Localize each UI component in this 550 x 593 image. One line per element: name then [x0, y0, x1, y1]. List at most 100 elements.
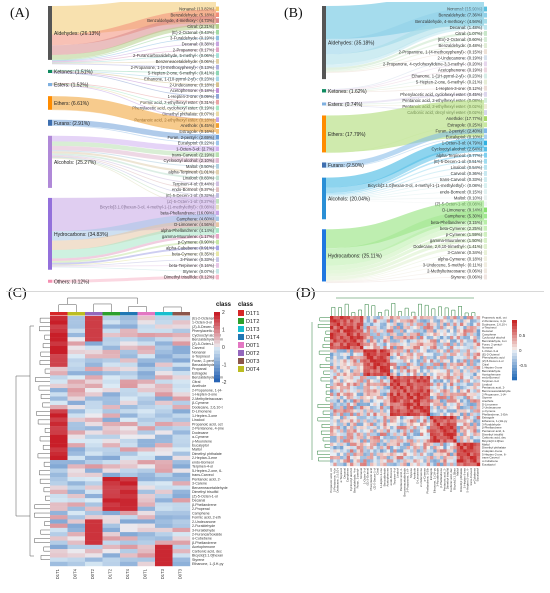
correlation-cell [453, 382, 457, 387]
column-class-bar [67, 312, 85, 316]
correlation-cell [476, 459, 481, 463]
correlation-column-label: 2-Propanone, 1-(4- [406, 468, 410, 492]
correlation-cell [336, 366, 341, 370]
heatmap-cell [120, 485, 138, 490]
sankey-compound-label: Pentanoic acid, 2-ethylhexyl ester: (0.0… [402, 98, 482, 103]
correlation-cell [476, 452, 481, 457]
heatmap-cell [50, 460, 68, 465]
correlation-cell [350, 389, 354, 393]
correlation-cell [450, 409, 454, 413]
heatmap-cell [102, 358, 121, 363]
correlation-cell [350, 446, 354, 450]
correlation-cell [403, 396, 407, 400]
correlation-cell [390, 356, 394, 360]
correlation-cell [403, 382, 407, 387]
sankey-link-estragole-0-25 [325, 124, 485, 154]
correlation-cell [420, 446, 424, 450]
correlation-cell [460, 449, 464, 453]
correlation-cell [370, 392, 374, 397]
correlation-cell [356, 426, 361, 430]
correlation-cell [350, 462, 354, 467]
correlation-cell [403, 452, 407, 457]
heatmap-cell [85, 404, 103, 410]
correlation-cell [396, 459, 401, 463]
heatmap-cell [172, 527, 191, 533]
correlation-cell [470, 442, 474, 447]
correlation-cell [426, 432, 431, 437]
correlation-cell [476, 346, 481, 350]
correlation-cell [390, 446, 394, 450]
correlation-cell [400, 422, 404, 427]
correlation-cell [456, 369, 461, 373]
correlation-row-label: Ethanone, 1-(1H-py [482, 419, 508, 423]
correlation-cell [360, 349, 364, 353]
heatmap-cell [155, 498, 173, 503]
correlation-cell [436, 396, 441, 400]
heatmap-cell [67, 426, 86, 431]
correlation-cell [336, 416, 341, 420]
correlation-cell [340, 356, 344, 360]
correlation-cell [396, 386, 401, 390]
correlation-cell [360, 449, 364, 453]
correlation-cell [443, 459, 447, 463]
correlation-cell [386, 426, 391, 430]
correlation-cell [333, 446, 337, 450]
correlation-cell [353, 336, 357, 340]
correlation-cell [363, 379, 367, 383]
correlation-cell [390, 456, 394, 460]
correlation-cell [450, 382, 454, 387]
heatmap-row-label: Linalool [192, 418, 205, 422]
heatmap-cell [137, 392, 156, 397]
correlation-cell [350, 459, 354, 463]
correlation-cell [436, 386, 441, 390]
panel-c-heatmap: (E)-2-Octenal 1-Octen-3-ol (Z)-5-Decen-1-o… [8, 296, 290, 592]
correlation-cell [396, 332, 401, 337]
heatmap-cell [120, 519, 138, 524]
correlation-cell [393, 352, 397, 357]
correlation-cell [373, 332, 377, 337]
correlation-cell [410, 336, 414, 340]
heatmap-cell [50, 493, 68, 499]
correlation-cell [400, 452, 404, 457]
correlation-cell [360, 396, 364, 400]
correlation-cell [346, 432, 351, 437]
correlation-cell [383, 352, 387, 357]
heatmap-cell [137, 527, 156, 533]
correlation-cell [366, 342, 371, 347]
sankey-link-2-propanone-1-4-methoxyphenyl-0-15 [325, 51, 485, 73]
heatmap-cell [120, 345, 138, 351]
correlation-cell [400, 432, 404, 437]
sankey-target-node [216, 99, 219, 105]
correlation-cell [476, 369, 481, 373]
correlation-column-label: Ethanone, 1-(1H-py [432, 467, 436, 493]
correlation-cell [333, 462, 337, 467]
correlation-cell [330, 409, 334, 413]
correlation-cell [343, 352, 347, 357]
sankey-target-node [216, 35, 219, 41]
correlation-cell [410, 429, 414, 433]
heatmap-cell [67, 460, 86, 465]
correlation-cell [410, 342, 414, 347]
correlation-cell [333, 399, 337, 403]
correlation-cell [370, 439, 374, 443]
correlation-cell [416, 409, 421, 413]
correlation-cell [390, 449, 394, 453]
correlation-cell [336, 406, 341, 410]
heatmap-cell [172, 489, 191, 495]
correlation-cell [390, 362, 394, 367]
correlation-cell [336, 452, 341, 457]
correlation-cell [423, 432, 427, 437]
correlation-cell [420, 426, 424, 430]
correlation-cell [406, 406, 411, 410]
correlation-cell [396, 419, 401, 423]
correlation-cell [423, 362, 427, 367]
correlation-cell [376, 452, 381, 457]
correlation-cell [470, 342, 474, 347]
correlation-cell [410, 392, 414, 397]
colorbar-segment [214, 312, 220, 316]
correlation-cell [406, 356, 411, 360]
correlation-cell [466, 426, 471, 430]
correlation-cell [433, 349, 437, 353]
correlation-column-label: Dimethyl phthalate [459, 468, 463, 492]
correlation-row-label: D-Limonene [482, 402, 498, 406]
